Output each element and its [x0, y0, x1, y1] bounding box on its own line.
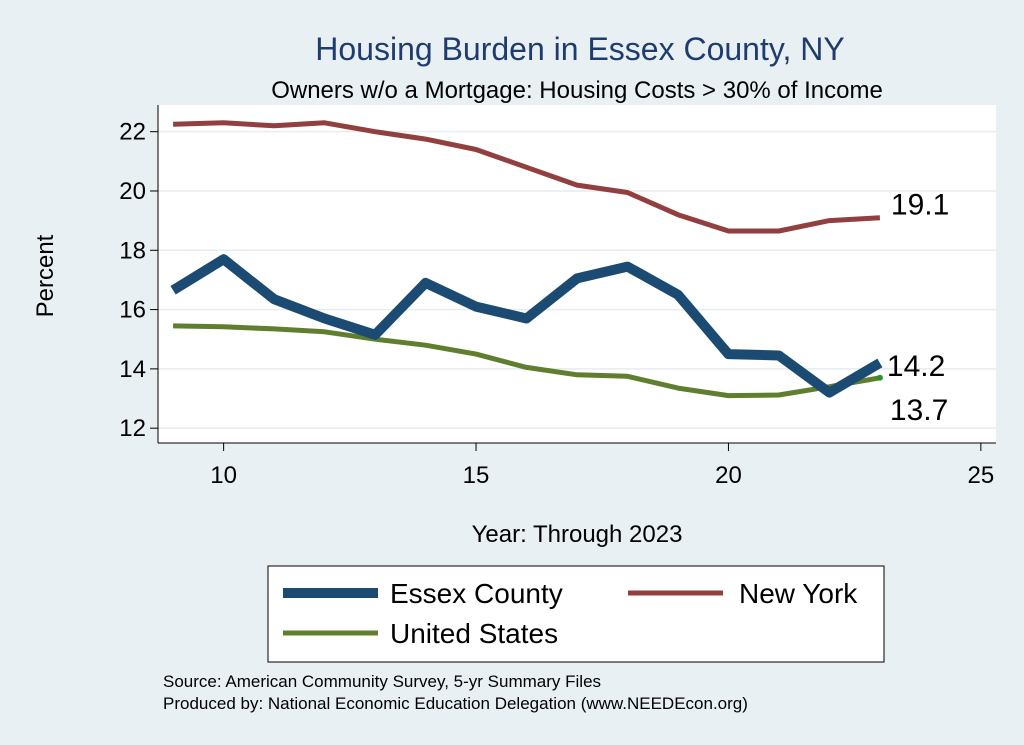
end-label-united-states: 13.7	[890, 394, 948, 427]
legend-label-us: United States	[390, 618, 558, 649]
x-tick-label: 10	[210, 462, 237, 489]
x-axis-title: Year: Through 2023	[472, 521, 683, 548]
legend: Essex County New York United States	[267, 565, 885, 663]
source-line-1: Source: American Community Survey, 5-yr …	[163, 672, 601, 691]
source-line-2: Produced by: National Economic Education…	[163, 694, 748, 713]
x-tick-label: 25	[968, 462, 995, 489]
series-line-united-states	[173, 323, 881, 399]
label-layer: 14.2 19.1 13.7	[887, 189, 949, 427]
axis-layer: 12 14 16 18 20 22 10 15 20 25	[119, 105, 996, 489]
chart-title: Housing Burden in Essex County, NY	[315, 31, 844, 67]
series-line-new-york	[173, 120, 881, 234]
series-line-essex-county	[170, 254, 883, 398]
legend-label-essex: Essex County	[390, 578, 563, 609]
y-tick-label: 12	[119, 415, 146, 442]
y-tick-label: 20	[119, 178, 146, 205]
y-tick-label: 16	[119, 297, 146, 324]
end-label-essex-county: 14.2	[887, 350, 945, 383]
legend-box	[267, 565, 885, 663]
us-end-marker	[876, 374, 883, 381]
x-tick-label: 15	[463, 462, 490, 489]
y-axis-title: Percent	[32, 234, 59, 317]
x-tick-label: 20	[715, 462, 742, 489]
end-label-new-york: 19.1	[891, 189, 949, 222]
chart-subtitle: Owners w/o a Mortgage: Housing Costs > 3…	[271, 77, 883, 104]
legend-label-newyork: New York	[739, 578, 858, 609]
series-layer	[170, 120, 883, 399]
y-tick-label: 14	[119, 356, 146, 383]
y-tick-label: 22	[119, 119, 146, 146]
y-tick-label: 18	[119, 237, 146, 264]
